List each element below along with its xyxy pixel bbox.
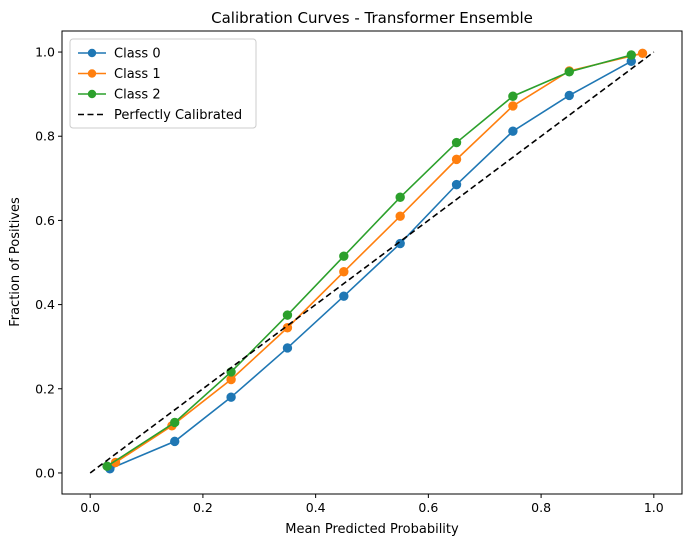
x-tick-label: 0.2: [193, 500, 213, 515]
legend-label: Class 1: [114, 67, 161, 82]
series-class-2: [102, 50, 636, 471]
x-axis-label: Mean Predicted Probability: [285, 522, 459, 537]
data-point: [564, 67, 574, 77]
legend-item: Class 0: [78, 47, 161, 62]
legend-label: Perfectly Calibrated: [114, 108, 242, 123]
y-tick-label: 0.4: [35, 297, 55, 312]
series-class-0: [105, 56, 636, 474]
x-tick-label: 0.0: [80, 500, 100, 515]
data-point: [282, 343, 293, 353]
data-point: [170, 417, 180, 428]
data-point: [102, 461, 112, 471]
data-point: [637, 48, 648, 59]
legend-item: Class 2: [78, 88, 161, 103]
data-point: [395, 211, 405, 221]
data-point: [282, 323, 293, 333]
legend-marker: [87, 48, 97, 58]
legend-marker: [87, 69, 97, 78]
y-tick-label: 0.0: [35, 465, 55, 480]
y-tick-label: 1.0: [35, 45, 55, 60]
y-tick-label: 0.8: [35, 129, 55, 144]
data-point: [626, 50, 636, 60]
series-layer: [89, 48, 655, 474]
data-point: [339, 251, 349, 261]
data-point: [451, 179, 462, 190]
legend-item: Perfectly Calibrated: [78, 108, 242, 123]
legend-label: Class 2: [114, 88, 161, 103]
data-point: [508, 101, 518, 111]
data-point: [170, 436, 180, 447]
legend: Class 0 Class 1 Class 2 Perfectly Calibrate…: [69, 38, 257, 129]
data-point: [339, 267, 349, 277]
y-tick-label: 0.2: [35, 381, 55, 396]
data-point: [339, 291, 349, 301]
series-line: [115, 52, 643, 464]
perfectly-calibrated-line: [89, 51, 655, 474]
series-line: [109, 60, 632, 470]
y-tick-label: 0.6: [35, 213, 55, 228]
x-tick-label: 0.4: [306, 500, 326, 515]
legend-marker: [87, 89, 97, 99]
y-axis-label: Fraction of Positives: [8, 197, 23, 327]
data-point: [226, 392, 236, 402]
x-tick-label: 0.6: [418, 500, 438, 515]
legend-label: Class 0: [114, 47, 161, 62]
data-point: [564, 90, 574, 101]
data-point: [508, 126, 518, 136]
data-point: [451, 154, 462, 165]
data-point: [282, 310, 293, 320]
data-point: [395, 238, 405, 249]
x-axis: 0.0 0.2 0.4 0.6 0.8 1.0: [80, 494, 664, 515]
y-axis: 0.0 0.2 0.4 0.6 0.8 1.0: [35, 45, 62, 480]
series-line: [106, 54, 632, 467]
x-tick-label: 1.0: [644, 500, 664, 515]
data-point: [451, 137, 462, 148]
chart-title: Calibration Curves - Transformer Ensembl…: [211, 9, 533, 27]
legend-item: Class 1: [78, 67, 161, 82]
legend-box: [69, 38, 257, 129]
x-tick-label: 0.8: [531, 500, 551, 515]
data-point: [508, 91, 518, 101]
data-point: [395, 192, 405, 202]
plot-frame: [61, 30, 683, 495]
